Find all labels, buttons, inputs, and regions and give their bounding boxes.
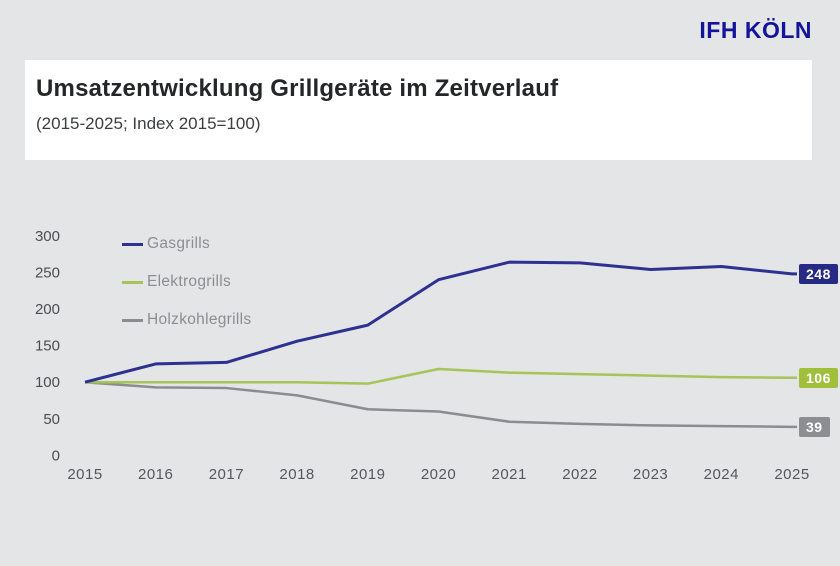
end-value-badge-gasgrills: 248 [799,263,838,284]
end-value-badge-holzkohlegrills: 39 [799,416,830,437]
gasgrills-line-swatch-icon [122,242,143,246]
series-line-gasgrills [84,260,797,384]
legend-label-elektrogrills: Elektrogrills [147,273,232,290]
holzkohlegrills-line-swatch-icon [122,318,143,322]
y-axis-tick-label: 100 [35,374,60,391]
x-axis-year-label: 2015 [67,466,102,483]
ifh-koeln-logo: IFH KÖLN [699,17,812,43]
chart-title: Umsatzentwicklung Grillgeräte im Zeitver… [36,75,559,102]
end-value-badge-elektrogrills: 106 [799,367,838,388]
legend-item-holzkohlegrills: Holzkohlegrills [122,310,251,330]
y-axis-tick-label: 50 [43,411,60,428]
series-line-holzkohlegrills [84,380,797,429]
x-axis-year-label: 2019 [350,466,385,483]
x-axis-year-label: 2021 [492,466,527,483]
legend-item-elektrogrills: Elektrogrills [122,272,251,292]
legend-label-gasgrills: Gasgrills [147,235,210,252]
chart-subtitle: (2015-2025; Index 2015=100) [36,114,261,133]
series-line-elektrogrills [85,367,797,385]
x-axis-year-label: 2020 [421,466,456,483]
x-axis-year-label: 2024 [704,466,739,483]
y-axis-tick-label: 0 [52,447,60,464]
title-band: Umsatzentwicklung Grillgeräte im Zeitver… [25,60,812,160]
elektrogrills-line-swatch-icon [122,280,143,284]
plot-area: 0 50 100 150 200 250 300 2015 2016 2017 2018 2019 20… [35,228,809,483]
x-axis-year-label: 2022 [562,466,597,483]
chart-legend: Gasgrills Elektrogrills Holzkohlegrills [122,234,251,348]
legend-item-gasgrills: Gasgrills [122,234,251,254]
legend-label-holzkohlegrills: Holzkohlegrills [147,311,252,328]
y-axis-tick-label: 200 [35,301,60,318]
y-axis-tick-label: 250 [35,264,60,281]
x-axis-year-label: 2016 [138,466,173,483]
x-axis-year-label: 2025 [774,466,809,483]
x-axis-year-label: 2023 [633,466,668,483]
x-axis-year-label: 2018 [279,466,314,483]
y-axis-tick-label: 300 [35,228,60,245]
y-axis-tick-label: 150 [35,338,60,355]
x-axis-year-label: 2017 [209,466,244,483]
